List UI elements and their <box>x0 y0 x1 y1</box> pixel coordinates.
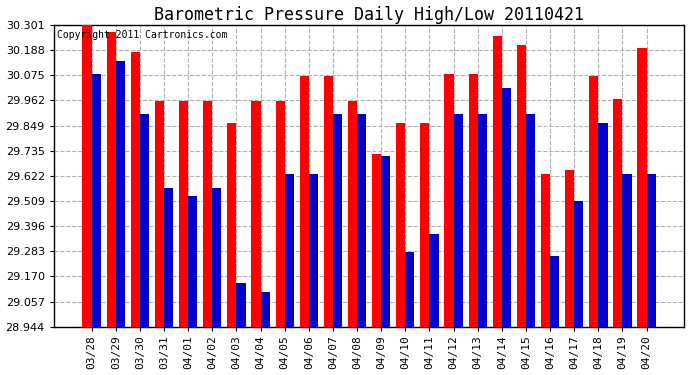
Bar <box>116 61 125 327</box>
Bar <box>140 114 149 327</box>
Bar <box>333 114 342 327</box>
Title: Barometric Pressure Daily High/Low 20110421: Barometric Pressure Daily High/Low 20110… <box>154 6 584 24</box>
Bar <box>324 76 333 327</box>
Bar <box>381 156 391 327</box>
Bar <box>188 196 197 327</box>
Bar <box>420 123 429 327</box>
Bar <box>493 36 502 327</box>
Bar <box>372 154 381 327</box>
Bar <box>613 99 622 327</box>
Bar <box>251 101 261 327</box>
Bar <box>622 174 631 327</box>
Bar <box>299 76 309 327</box>
Bar <box>83 26 92 327</box>
Bar <box>285 174 294 327</box>
Bar <box>348 101 357 327</box>
Bar <box>405 252 415 327</box>
Bar <box>357 114 366 327</box>
Bar <box>565 170 574 327</box>
Bar <box>502 87 511 327</box>
Bar <box>396 123 405 327</box>
Bar <box>647 174 656 327</box>
Bar <box>526 114 535 327</box>
Bar <box>598 123 607 327</box>
Bar <box>164 188 173 327</box>
Bar <box>469 74 477 327</box>
Bar <box>227 123 237 327</box>
Bar <box>275 101 285 327</box>
Bar <box>92 74 101 327</box>
Bar <box>429 234 439 327</box>
Bar <box>589 76 598 327</box>
Bar <box>237 283 246 327</box>
Text: Copyright 2011 Cartronics.com: Copyright 2011 Cartronics.com <box>57 30 228 40</box>
Bar <box>453 114 463 327</box>
Bar <box>574 201 584 327</box>
Bar <box>550 256 560 327</box>
Bar <box>477 114 487 327</box>
Bar <box>130 52 140 327</box>
Bar <box>261 292 270 327</box>
Bar <box>179 101 188 327</box>
Bar <box>213 188 221 327</box>
Bar <box>309 174 318 327</box>
Bar <box>107 32 116 327</box>
Bar <box>444 74 453 327</box>
Bar <box>203 101 213 327</box>
Bar <box>517 45 526 327</box>
Bar <box>541 174 550 327</box>
Bar <box>155 101 164 327</box>
Bar <box>638 48 647 327</box>
